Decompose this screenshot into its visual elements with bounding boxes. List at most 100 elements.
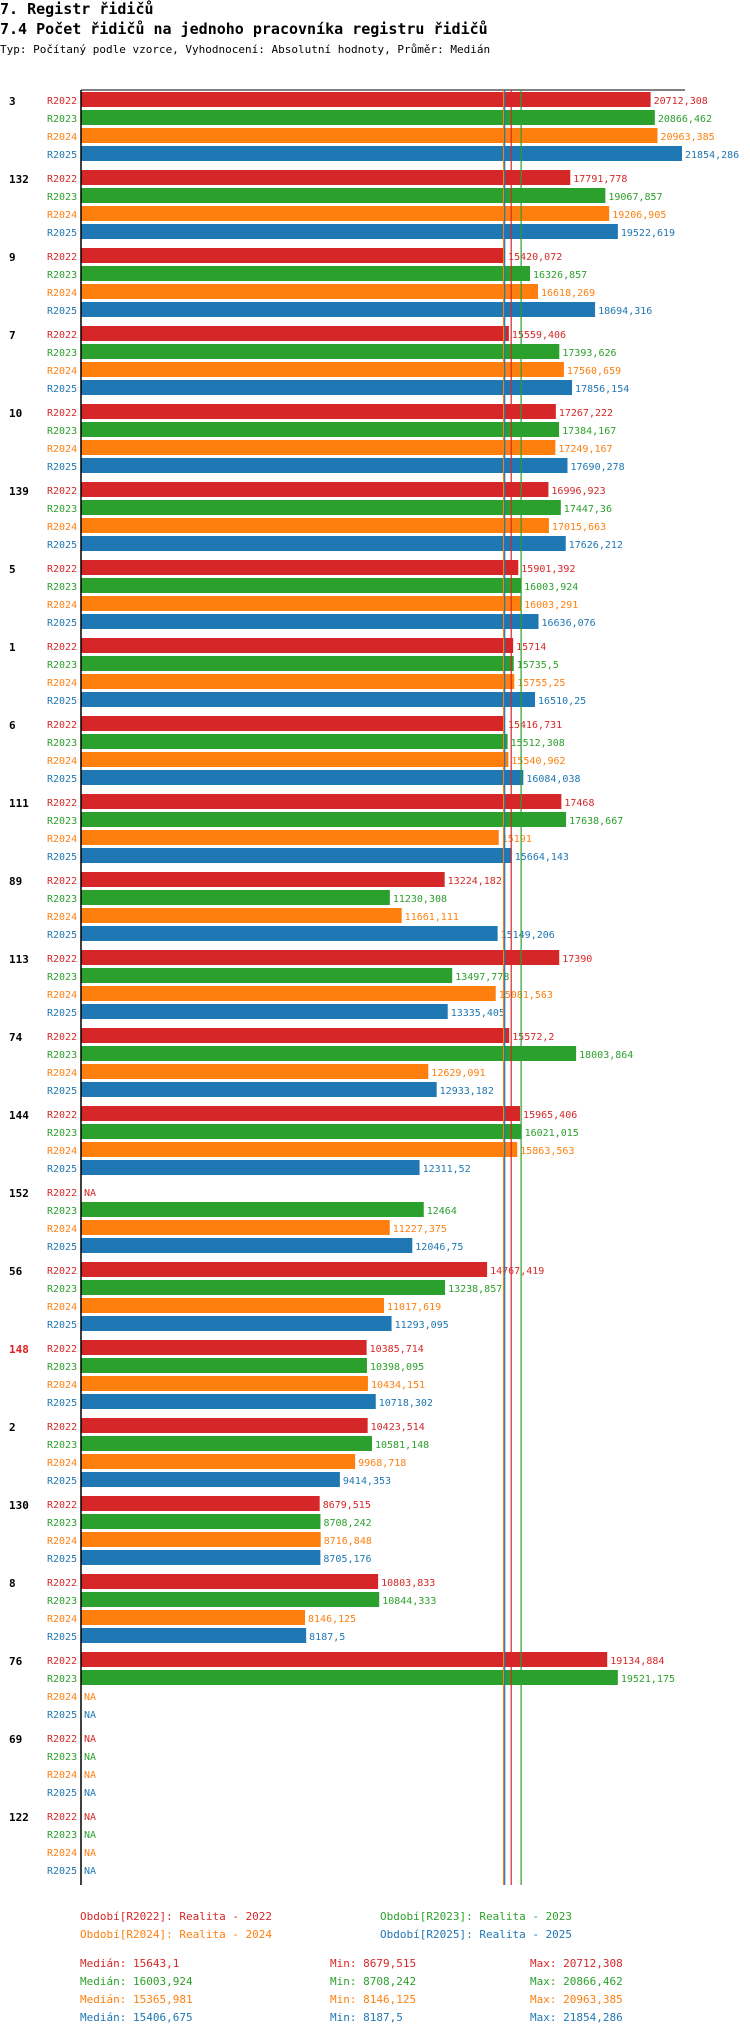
series-label: R2025 xyxy=(47,228,77,239)
value-label: 17393,626 xyxy=(562,348,616,359)
series-label: R2022 xyxy=(47,1188,77,1199)
group-label: 132 xyxy=(9,173,29,186)
bar xyxy=(81,812,567,827)
series-label: R2023 xyxy=(47,660,77,671)
value-label: 12046,75 xyxy=(415,1242,463,1253)
value-label: 10844,333 xyxy=(382,1596,436,1607)
series-label: R2025 xyxy=(47,306,77,317)
na-label: NA xyxy=(84,1830,96,1841)
value-label: 13224,182 xyxy=(448,876,502,887)
group-label: 5 xyxy=(9,563,16,576)
value-label: 9968,718 xyxy=(358,1458,406,1469)
value-label: 17638,667 xyxy=(569,816,623,827)
bar xyxy=(81,1340,367,1355)
legend-r2023: Období[R2023]: Realita - 2023 xyxy=(380,1910,573,1923)
group-label: 130 xyxy=(9,1499,29,1512)
series-label: R2025 xyxy=(47,1164,77,1175)
bar xyxy=(81,188,606,203)
series-label: R2023 xyxy=(47,504,77,515)
bar xyxy=(81,1436,372,1451)
value-label: 8708,242 xyxy=(323,1518,371,1529)
bar xyxy=(81,794,562,809)
value-label: 15420,072 xyxy=(508,252,562,263)
series-label: R2024 xyxy=(47,1692,77,1703)
bar xyxy=(81,1592,380,1607)
series-label: R2024 xyxy=(47,366,77,377)
series-label: R2025 xyxy=(47,1242,77,1253)
bar xyxy=(81,1202,424,1217)
stat-max-r2023: Max: 20866,462 xyxy=(530,1975,623,1988)
series-label: R2023 xyxy=(47,1752,77,1763)
bar xyxy=(81,362,564,377)
series-label: R2025 xyxy=(47,384,77,395)
bar xyxy=(81,92,651,107)
group-label: 152 xyxy=(9,1187,29,1200)
bar xyxy=(81,1394,376,1409)
group-label: 3 xyxy=(9,95,16,108)
bar xyxy=(81,1550,321,1565)
group-label: 139 xyxy=(9,485,29,498)
series-label: R2022 xyxy=(47,954,77,965)
value-label: 17384,167 xyxy=(562,426,616,437)
bar xyxy=(81,1238,413,1253)
value-label: 12933,182 xyxy=(440,1086,494,1097)
group-label: 148 xyxy=(9,1343,29,1356)
series-label: R2022 xyxy=(47,174,77,185)
bar xyxy=(81,110,655,125)
bar xyxy=(81,1298,384,1313)
bar xyxy=(81,1628,307,1643)
group-label: 69 xyxy=(9,1733,22,1746)
bar xyxy=(81,734,508,749)
series-label: R2023 xyxy=(47,816,77,827)
bar xyxy=(81,1376,368,1391)
value-label: 9414,353 xyxy=(343,1476,391,1487)
value-label: 10803,833 xyxy=(381,1578,435,1589)
series-label: R2024 xyxy=(47,990,77,1001)
value-label: 17249,167 xyxy=(558,444,612,455)
series-label: R2023 xyxy=(47,1830,77,1841)
bar xyxy=(81,968,453,983)
bar xyxy=(81,128,658,143)
bar xyxy=(81,908,402,923)
bar xyxy=(81,1532,321,1547)
value-label: 17626,212 xyxy=(569,540,623,551)
value-label: 20866,462 xyxy=(658,114,712,125)
series-label: R2024 xyxy=(47,444,77,455)
bar xyxy=(81,518,549,533)
na-label: NA xyxy=(84,1866,96,1877)
value-label: 19134,884 xyxy=(610,1656,664,1667)
value-label: 8146,125 xyxy=(308,1614,356,1625)
na-label: NA xyxy=(84,1752,96,1763)
value-label: 15755,25 xyxy=(517,678,565,689)
bar xyxy=(81,1496,320,1511)
bar xyxy=(81,950,560,965)
group-label: 56 xyxy=(9,1265,23,1278)
series-label: R2022 xyxy=(47,96,77,107)
bar xyxy=(81,206,610,221)
bar xyxy=(81,1046,577,1061)
bar xyxy=(81,344,560,359)
value-label: 13335,405 xyxy=(451,1008,505,1019)
series-label: R2024 xyxy=(47,1614,77,1625)
value-label: 16636,076 xyxy=(541,618,595,629)
series-label: R2022 xyxy=(47,330,77,341)
series-label: R2022 xyxy=(47,720,77,731)
stat-median-r2025: Medián: 15406,675 xyxy=(80,2011,193,2024)
legend-r2022: Období[R2022]: Realita - 2022 xyxy=(80,1910,273,1923)
stat-min-r2024: Min: 8146,125 xyxy=(330,1993,417,2006)
bar xyxy=(81,1262,488,1277)
bar xyxy=(81,500,561,515)
value-label: 20963,385 xyxy=(660,132,714,143)
bar xyxy=(81,1610,306,1625)
series-label: R2022 xyxy=(47,1266,77,1277)
value-label: 15559,406 xyxy=(512,330,566,341)
series-label: R2023 xyxy=(47,192,77,203)
value-label: 15540,962 xyxy=(511,756,565,767)
bar xyxy=(81,560,519,575)
bar xyxy=(81,170,571,185)
chart-title: 7.4 Počet řidičů na jednoho pracovníka r… xyxy=(0,20,488,38)
group-label: 10 xyxy=(9,407,22,420)
series-label: R2023 xyxy=(47,1596,77,1607)
series-label: R2022 xyxy=(47,408,77,419)
bar xyxy=(81,1316,392,1331)
